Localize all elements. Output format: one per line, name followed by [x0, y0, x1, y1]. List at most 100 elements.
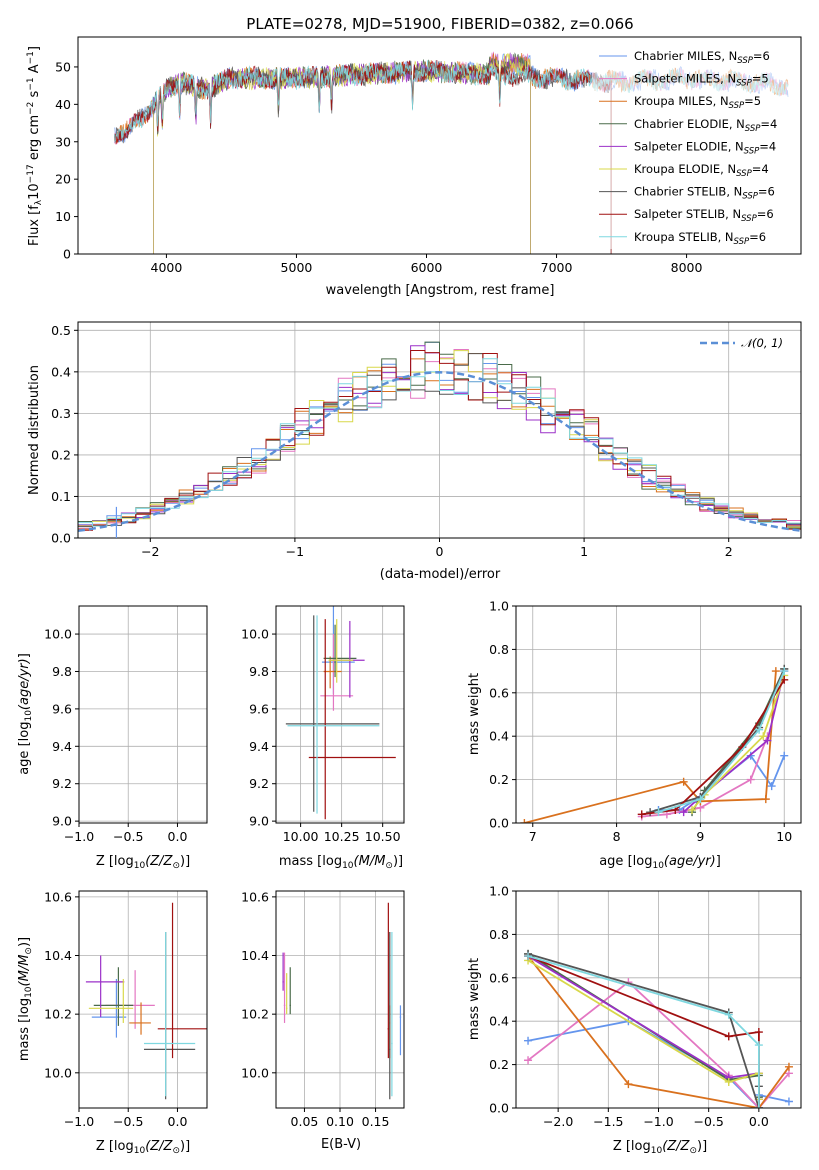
legend-label-kroupa_elodie: Kroupa ELODIE, NSSP=4 [634, 162, 769, 179]
spectrum-xtick-label-1: 5000 [281, 260, 313, 275]
mass-vs-ebv-panel: 0.05 0.10 0.15 10.0 10.2 10.4 10.6 E(B-V) [241, 889, 405, 1152]
residual-xtick-label-2: 0 [436, 544, 444, 559]
mass-vs-ebv-xtick-label-0: 0.05 [291, 1114, 319, 1129]
age-vs-z-xlabel: Z [log10(Z/Z⊙)] [96, 854, 190, 871]
massweight-vs-z-ytick-label-3: 0.6 [489, 970, 509, 985]
mass-vs-ebv-plot-area [276, 891, 404, 1108]
mass-vs-z-panel: −1.0 −0.5 0.0 10.0 10.2 10.4 10.6 Z [log10(Z/Z… [17, 889, 208, 1156]
spectrum-xlabel: wavelength [Angstrom, rest frame] [326, 283, 555, 298]
massweight-vs-age-ytick-label-1: 0.2 [489, 772, 509, 787]
spectrum-ylabel: Flux [fλ10−17 erg cm−2 s−1 A−1] [26, 46, 44, 246]
massweight-vs-z-marker-kroupa_stelib-1 [724, 1010, 733, 1019]
age-vs-z-ytick-label-5: 10.0 [44, 627, 72, 642]
mass-vs-z-ytick-label-1: 10.2 [44, 1007, 72, 1022]
massweight-vs-age-marker-chabrier_miles-5 [780, 751, 789, 760]
spectrum-ytick-label-2: 20 [55, 172, 71, 187]
massweight-vs-z-clip [524, 949, 793, 1108]
residual-ytick-label-1: 0.1 [51, 489, 71, 504]
massweight-vs-z-marker-salpeter_miles-0 [524, 1056, 533, 1065]
massweight-vs-z-marker-kroupa_elodie-1 [724, 1077, 733, 1086]
massweight-vs-age-marker-kroupa_miles-4 [771, 667, 780, 676]
massweight-vs-z-xtick-label-3: −0.5 [693, 1114, 723, 1129]
age-vs-z-ytick-label-4: 9.8 [52, 664, 72, 679]
age-vs-z-xtick-label-0: −1.0 [64, 829, 94, 844]
mass-vs-ebv-ytick-label-1: 10.2 [241, 1007, 269, 1022]
massweight-vs-age-ytick-label-0: 0.0 [489, 816, 509, 831]
mass-vs-z-ticks: −1.0 −0.5 0.0 10.0 10.2 10.4 10.6 [44, 889, 187, 1129]
massweight-vs-age-ytick-label-5: 1.0 [489, 599, 509, 614]
mass-vs-z-plot-area [78, 891, 207, 1108]
age-vs-z-ytick-label-0: 9.0 [52, 814, 72, 829]
spectrum-ytick-label-3: 30 [55, 134, 71, 149]
massweight-vs-age-marker-salpeter_miles-3 [746, 775, 755, 784]
massweight-vs-age-marker-salpeter_stelib-0 [637, 810, 646, 819]
residual-ylabel: Normed distribution [27, 365, 42, 495]
massweight-vs-age-xtick-label-0: 7 [529, 829, 537, 844]
age-vs-mass-ticks: 10.00 10.25 10.50 9.0 9.2 9.4 9.6 9.8 10.0 [241, 627, 400, 844]
legend-label-salpeter_stelib: Salpeter STELIB, NSSP=6 [634, 207, 774, 224]
mass-vs-z-ytick-label-2: 10.4 [44, 948, 72, 963]
massweight-vs-age-marker-salpeter_elodie-0 [679, 808, 688, 817]
massweight-vs-z-ticks: −2.0 −1.5 −1.0 −0.5 0.0 0.0 0.2 0.4 0.6 0.8 1.0 [489, 884, 769, 1130]
spectrum-ytick-label-0: 0 [63, 247, 71, 262]
massweight-vs-age-line-salpeter_elodie [682, 670, 786, 813]
massweight-vs-z-marker-kroupa_miles-3 [784, 1062, 793, 1071]
mass-vs-z-xlabel: Z [log10(Z/Z⊙)] [96, 1139, 190, 1156]
massweight-vs-z-panel: −2.0 −1.5 −1.0 −0.5 0.0 0.0 0.2 0.4 0.6 0.8 1.0 Z … [467, 884, 802, 1156]
legend-label-kroupa_miles: Kroupa MILES, NSSP=5 [634, 94, 761, 111]
massweight-vs-age-marker-salpeter_elodie-2 [763, 736, 772, 745]
age-vs-mass-xtick-label-0: 10.00 [283, 829, 319, 844]
residual-clip [78, 341, 801, 532]
massweight-vs-z-marker-salpeter_stelib-2 [754, 1028, 763, 1037]
age-vs-mass-ytick-label-0: 9.0 [249, 814, 269, 829]
spectrum-legend: Chabrier MILES, NSSP=6 Salpeter MILES, NS… [592, 45, 797, 249]
massweight-vs-z-marker-kroupa_stelib-0 [524, 952, 533, 961]
mass-vs-ebv-ytick-label-0: 10.0 [241, 1065, 269, 1080]
age-vs-z-ytick-label-3: 9.6 [52, 701, 72, 716]
massweight-vs-z-ytick-label-4: 0.8 [489, 927, 509, 942]
massweight-vs-z-ytick-label-0: 0.0 [489, 1101, 509, 1116]
massweight-vs-age-xtick-label-2: 9 [696, 829, 704, 844]
normal-curve [78, 371, 801, 532]
spectrum-ytick-label-4: 40 [55, 97, 71, 112]
residual-ytick-label-3: 0.3 [51, 406, 71, 421]
mass-vs-ebv-xlabel: E(B-V) [321, 1137, 361, 1152]
age-vs-mass-ytick-label-3: 9.6 [249, 701, 269, 716]
massweight-vs-z-marker-chabrier_miles-0 [524, 1036, 533, 1045]
spectrum-xtick-label-2: 6000 [411, 260, 443, 275]
age-vs-z-ylabel: age [log10(age/yr)] [17, 653, 34, 775]
mass-vs-z-frame [78, 890, 208, 1109]
age-vs-mass-panel: 10.00 10.25 10.50 9.0 9.2 9.4 9.6 9.8 10.0 mass … [241, 605, 405, 871]
age-vs-z-xtick-label-2: 0.0 [168, 829, 188, 844]
spectrum-ytick-label-5: 50 [55, 59, 71, 74]
massweight-vs-z-marker-salpeter_stelib-1 [724, 1032, 733, 1041]
mass-vs-z-ylabel: mass [log10(M/M⊙)] [17, 937, 34, 1061]
spectrum-ytick-label-1: 10 [55, 209, 71, 224]
spectrum-panel: PLATE=0278, MJD=51900, FIBERID=0382, z=0… [26, 15, 802, 298]
spectrum-series-kroupa_elodie [153, 53, 531, 254]
massweight-vs-age-line-kroupa_stelib [658, 670, 786, 813]
age-vs-mass-ytick-label-2: 9.4 [249, 739, 269, 754]
massweight-vs-age-marker-kroupa_stelib-2 [755, 725, 764, 734]
age-vs-z-frame [78, 605, 208, 824]
legend-label-chabrier_stelib: Chabrier STELIB, NSSP=6 [634, 185, 775, 202]
spectrum-title: PLATE=0278, MJD=51900, FIBERID=0382, z=0… [246, 15, 633, 33]
legend-label-chabrier_miles: Chabrier MILES, NSSP=6 [634, 49, 770, 66]
massweight-vs-age-clip [520, 664, 789, 823]
spectrum-xtick-label-0: 4000 [151, 260, 183, 275]
age-vs-mass-frame [275, 605, 405, 824]
massweight-vs-age-ytick-label-2: 0.4 [489, 729, 509, 744]
age-vs-z-ytick-label-2: 9.4 [52, 739, 72, 754]
massweight-vs-age-line-kroupa_elodie [691, 675, 786, 811]
mass-vs-z-clip [85, 902, 207, 1100]
age-vs-z-ytick-label-1: 9.2 [52, 776, 72, 791]
age-vs-mass-plot-area [276, 606, 404, 823]
massweight-vs-age-marker-salpeter_stelib-3 [780, 675, 789, 684]
residual-xtick-label-0: −2 [141, 544, 159, 559]
mass-vs-ebv-ytick-label-2: 10.4 [241, 948, 269, 963]
massweight-vs-age-frame [515, 605, 802, 824]
residual-xlabel: (data-model)/error [380, 567, 501, 582]
mass-vs-ebv-clip [282, 902, 402, 1100]
massweight-vs-age-marker-kroupa_stelib-0 [654, 808, 663, 817]
